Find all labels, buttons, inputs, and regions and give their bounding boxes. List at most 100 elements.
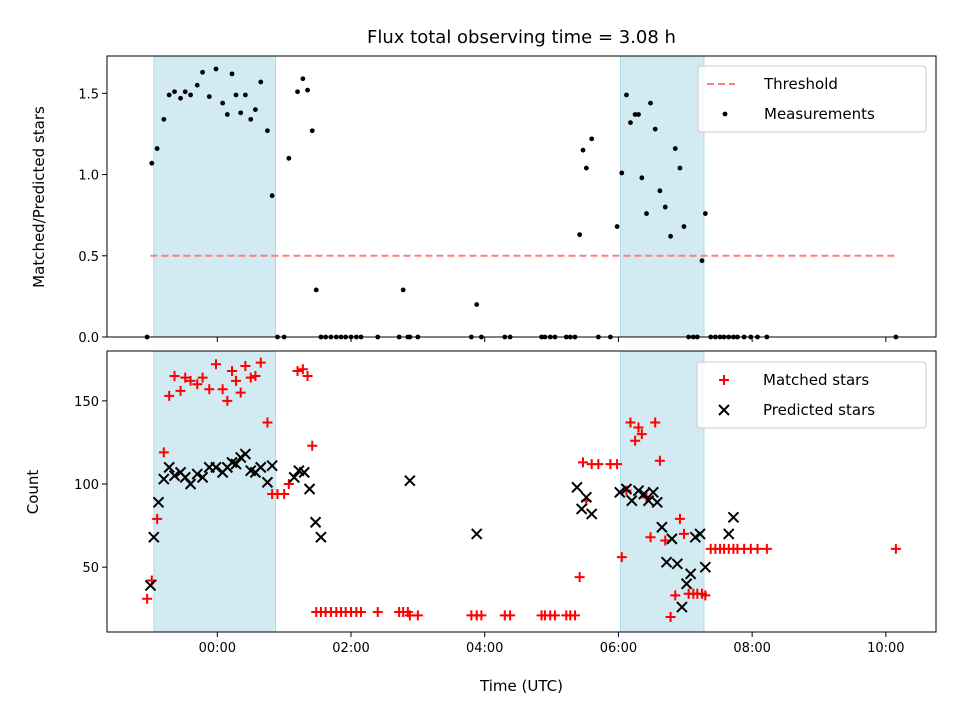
data-point bbox=[569, 610, 580, 621]
data-point bbox=[279, 488, 290, 499]
data-point bbox=[752, 543, 763, 554]
data-point bbox=[621, 485, 632, 496]
data-point bbox=[647, 486, 659, 499]
y-tick-label: 50 bbox=[82, 561, 99, 576]
data-point bbox=[235, 387, 246, 398]
data-point bbox=[619, 170, 625, 176]
data-point bbox=[636, 429, 647, 440]
data-point bbox=[670, 590, 681, 601]
data-point bbox=[182, 89, 188, 95]
data-point bbox=[292, 365, 303, 376]
data-point bbox=[266, 460, 278, 472]
observing-window bbox=[153, 55, 276, 338]
data-point bbox=[172, 89, 177, 95]
data-point bbox=[229, 71, 235, 77]
x-tick-label: 06:00 bbox=[600, 641, 637, 656]
data-point bbox=[632, 484, 645, 497]
data-point bbox=[574, 572, 585, 583]
data-point bbox=[144, 579, 157, 592]
data-point bbox=[727, 511, 740, 523]
data-point bbox=[614, 486, 626, 499]
data-point bbox=[245, 372, 256, 383]
data-point bbox=[632, 112, 638, 117]
y-tick-label: 1.5 bbox=[78, 87, 99, 102]
data-point bbox=[154, 146, 160, 151]
data-point bbox=[250, 370, 261, 381]
data-point bbox=[575, 503, 588, 515]
data-point bbox=[242, 92, 248, 98]
data-point bbox=[213, 66, 219, 72]
data-point bbox=[651, 496, 663, 509]
data-point bbox=[283, 479, 294, 490]
data-point bbox=[761, 543, 772, 554]
data-point bbox=[628, 120, 633, 125]
y-tick-label: 100 bbox=[74, 478, 99, 493]
data-point bbox=[175, 385, 186, 396]
data-point bbox=[593, 459, 604, 470]
legend-marker bbox=[719, 375, 729, 385]
data-point bbox=[307, 440, 318, 451]
data-point bbox=[400, 287, 406, 293]
legend: Threshold Measurements bbox=[697, 65, 927, 133]
data-point bbox=[169, 370, 180, 381]
data-point bbox=[191, 468, 203, 480]
ratio-panel: 0.0 0.5 1.0 1.5 Threshold Measurements bbox=[78, 55, 937, 346]
data-point bbox=[700, 590, 711, 601]
data-point bbox=[633, 422, 644, 433]
data-point bbox=[356, 607, 367, 618]
data-point bbox=[262, 417, 273, 428]
legend-box bbox=[696, 361, 927, 429]
data-point bbox=[660, 556, 673, 568]
data-point bbox=[206, 94, 212, 100]
data-point bbox=[178, 95, 183, 101]
data-point bbox=[192, 379, 203, 390]
data-point bbox=[248, 116, 254, 122]
legend-label: Matched stars bbox=[763, 371, 869, 389]
data-point bbox=[188, 92, 193, 98]
data-point bbox=[626, 494, 638, 507]
data-point bbox=[616, 552, 627, 563]
data-point bbox=[302, 370, 313, 381]
data-point bbox=[684, 568, 697, 580]
data-point bbox=[152, 496, 165, 509]
data-point bbox=[298, 466, 310, 479]
data-point bbox=[309, 128, 315, 134]
data-point bbox=[580, 147, 586, 153]
y-axis-label-bottom: Count bbox=[24, 470, 42, 515]
data-point bbox=[168, 469, 181, 482]
data-point bbox=[163, 461, 175, 474]
data-point bbox=[650, 417, 661, 428]
data-point bbox=[265, 128, 270, 134]
data-point bbox=[231, 375, 242, 386]
data-point bbox=[666, 533, 678, 545]
data-point bbox=[662, 204, 668, 210]
axes-frame bbox=[106, 55, 937, 338]
data-point bbox=[474, 302, 480, 307]
data-point bbox=[470, 528, 483, 540]
data-point bbox=[255, 461, 267, 474]
data-point bbox=[269, 193, 275, 199]
chart-title: Flux total observing time = 3.08 h bbox=[367, 27, 676, 48]
x-tick-label: 10:00 bbox=[867, 641, 904, 656]
data-point bbox=[142, 593, 153, 604]
data-point bbox=[295, 89, 300, 95]
data-point bbox=[240, 360, 251, 371]
data-point bbox=[660, 535, 671, 546]
data-point bbox=[166, 92, 172, 98]
legend-marker bbox=[722, 111, 728, 117]
x-tick-label: 04:00 bbox=[466, 641, 503, 656]
data-point bbox=[638, 488, 650, 500]
data-point bbox=[585, 508, 598, 520]
data-point bbox=[699, 561, 712, 573]
legend: Matched stars Predicted stars bbox=[696, 361, 927, 429]
data-point bbox=[549, 610, 560, 621]
data-point bbox=[233, 92, 239, 98]
data-point bbox=[671, 558, 683, 570]
data-point bbox=[656, 521, 668, 533]
x-tick-label: 02:00 bbox=[332, 641, 369, 656]
observing-window bbox=[619, 350, 705, 633]
legend-label: Threshold bbox=[763, 75, 838, 93]
x-tick-label: 00:00 bbox=[199, 641, 236, 656]
data-point bbox=[645, 532, 656, 543]
y-tick-label: 1.0 bbox=[78, 169, 99, 184]
